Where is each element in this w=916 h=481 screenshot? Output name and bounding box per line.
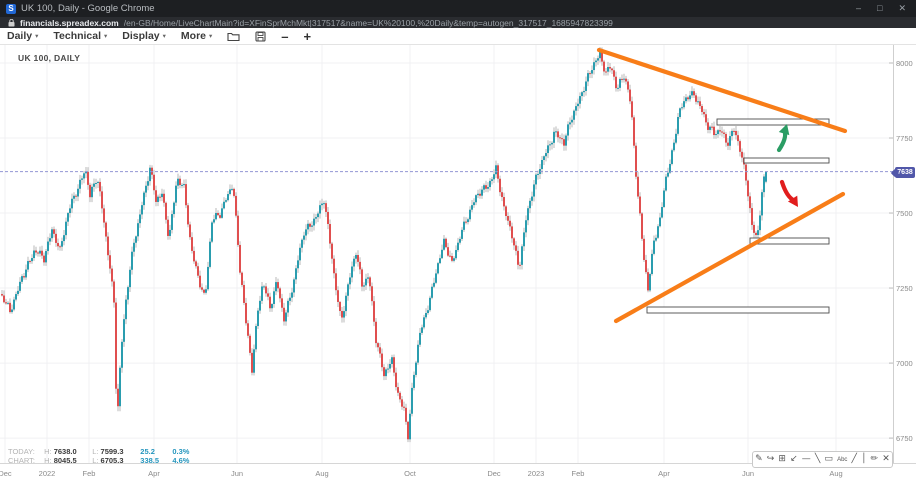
price-axis-label: 7500 <box>896 209 913 219</box>
time-axis-label: Apr <box>658 469 670 478</box>
price-axis[interactable]: 8000 7750 7500 7250 7000 6750 <box>894 45 916 463</box>
delete-tool-icon[interactable]: ✕ <box>882 454 890 464</box>
menu-technical-label: Technical <box>53 30 102 42</box>
menu-more[interactable]: More ▾ <box>181 30 212 42</box>
rectangle-tool-icon[interactable]: ▭ <box>824 454 833 464</box>
price-axis-label: 7250 <box>896 284 913 294</box>
minimize-button[interactable]: – <box>856 3 862 13</box>
time-axis-label: Dec <box>487 469 501 478</box>
spreadex-favicon: S <box>6 3 16 14</box>
maximize-button[interactable]: □ <box>877 3 883 13</box>
window-titlebar[interactable]: S UK 100, Daily - Google Chrome – □ ✕ <box>0 0 916 17</box>
drawing-toolbar: ✎ ↪ ⊞ ↙ — ╲ ▭ Abc ╱ │ ✏ ✕ <box>752 451 893 468</box>
segment-tool-icon[interactable]: ╲ <box>814 454 821 464</box>
current-price-tag: 7638 <box>895 167 915 178</box>
menu-technical[interactable]: Technical ▾ <box>53 30 107 42</box>
url-domain: financials.spreadex.com <box>20 17 119 28</box>
time-axis[interactable]: Dec 2022 Feb Apr Jun Aug Oct Dec 2023 Feb Apr Jun Au… <box>0 463 916 481</box>
chart-menubar: Daily ▾ Technical ▾ Display ▾ More ▾ <box>0 28 916 45</box>
url-bar[interactable]: financials.spreadex.com/en-GB/Home/LiveC… <box>0 17 916 28</box>
chart-plot-area[interactable] <box>0 45 894 463</box>
time-axis-label: Aug <box>315 469 329 478</box>
pen-tool-icon[interactable]: ✏ <box>870 454 879 464</box>
pointer-tool-icon[interactable]: ✎ <box>755 454 763 464</box>
menu-more-label: More <box>180 30 207 42</box>
time-axis-label: Feb <box>82 469 96 478</box>
time-axis-label: Oct <box>404 469 416 478</box>
support-resistance-box <box>646 306 830 314</box>
save-chart-icon[interactable] <box>255 30 266 42</box>
time-axis-label: Jun <box>230 469 244 478</box>
text-tool-icon[interactable]: Abc <box>837 456 848 463</box>
down-arrowhead <box>787 195 798 207</box>
price-axis-label: 7000 <box>896 359 913 369</box>
price-axis-label: 8000 <box>896 59 913 68</box>
horizontal-line-tool-icon[interactable]: — <box>801 454 811 464</box>
trendline <box>613 191 846 324</box>
today-stats-row: TODAY: H: 7638.0 L: 7599.3 25.2 0.3% <box>8 447 190 456</box>
time-axis-label: Apr <box>148 469 160 478</box>
menu-display[interactable]: Display ▾ <box>122 30 166 42</box>
up-arrow <box>776 129 788 153</box>
zoom-out-button[interactable]: – <box>281 28 289 44</box>
symbol-watermark: UK 100, DAILY <box>18 53 81 63</box>
chevron-down-icon: ▾ <box>209 32 213 40</box>
support-resistance-box <box>716 118 830 126</box>
lock-icon[interactable] <box>8 18 15 27</box>
price-axis-label: 7750 <box>896 134 913 144</box>
time-axis-label: Jun <box>741 469 755 478</box>
up-arrowhead <box>778 124 790 136</box>
close-button[interactable]: ✕ <box>898 3 906 13</box>
window-title: UK 100, Daily - Google Chrome <box>21 3 155 14</box>
down-arrow <box>779 179 796 203</box>
ray-tool-icon[interactable]: ╱ <box>851 454 857 464</box>
support-resistance-box <box>743 157 830 164</box>
time-axis-label: 2023 <box>527 469 545 478</box>
menu-display-label: Display <box>122 30 160 42</box>
session-stats: TODAY: H: 7638.0 L: 7599.3 25.2 0.3% CHA… <box>8 447 202 465</box>
trendline <box>596 47 848 134</box>
price-axis-label: 6750 <box>896 434 913 444</box>
price-chart-canvas[interactable] <box>0 45 893 463</box>
arrow-tool-icon[interactable]: ↪ <box>766 454 775 464</box>
zoom-in-button[interactable]: + <box>303 28 312 44</box>
chevron-down-icon: ▾ <box>104 32 108 40</box>
url-path: /en-GB/Home/LiveChartMain?id=XFinSprMchM… <box>123 17 613 28</box>
menu-daily[interactable]: Daily ▾ <box>7 30 38 42</box>
time-axis-label: Aug <box>829 469 843 478</box>
trend-angle-tool-icon[interactable]: ↙ <box>790 454 798 464</box>
menu-daily-label: Daily <box>7 30 33 42</box>
time-axis-label: Dec <box>0 469 12 478</box>
time-axis-label: Feb <box>571 469 585 478</box>
vertical-line-tool-icon[interactable]: │ <box>861 454 867 464</box>
open-chart-icon[interactable] <box>227 31 240 42</box>
chevron-down-icon: ▾ <box>35 32 39 40</box>
chevron-down-icon: ▾ <box>162 32 166 40</box>
support-resistance-box <box>749 237 830 245</box>
chart-stats-row: CHART: H: 8045.5 L: 6705.3 338.5 4.6% <box>8 456 190 465</box>
grid-tool-icon[interactable]: ⊞ <box>778 454 786 464</box>
time-axis-label: 2022 <box>38 469 56 478</box>
